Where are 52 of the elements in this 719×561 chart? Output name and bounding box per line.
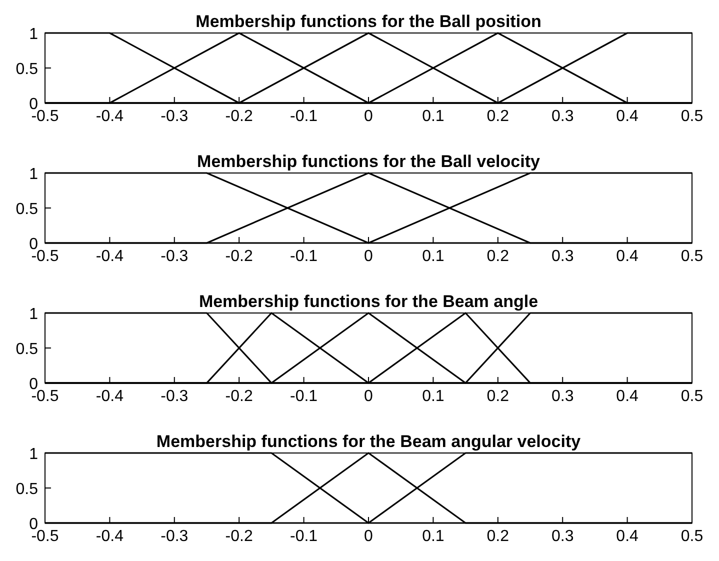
x-tick-label: 0.1 [422,388,444,405]
x-tick-label: 0 [364,388,374,405]
x-tick-label: -0.3 [160,388,188,405]
x-tick-label: -0.1 [290,388,318,405]
x-tick-label: 0.2 [486,248,510,265]
x-tick-label: 0 [364,528,374,545]
y-tick-label: 1 [29,446,38,463]
y-tick-label: 0.5 [16,201,38,218]
x-tick-label: 0.4 [616,528,639,545]
y-tick-label: 1 [29,306,38,323]
x-tick-label: -0.4 [96,108,124,125]
x-tick-label: 0.2 [486,528,510,545]
x-tick-label: 0.4 [616,248,639,265]
chart-title: Membership functions for the Ball position [196,12,542,31]
x-tick-label: -0.2 [225,388,253,405]
x-tick-label: 0.1 [422,248,444,265]
x-tick-label: -0.1 [290,248,318,265]
x-tick-label: -0.3 [160,528,188,545]
x-tick-label: -0.1 [290,108,318,125]
x-tick-label: -0.4 [96,248,124,265]
chart-title: Membership functions for the Beam angle [198,292,538,311]
x-tick-label: 0.5 [680,248,704,265]
x-tick-label: 0.3 [551,388,574,405]
x-tick-label: 0.3 [551,248,574,265]
x-tick-label: 0.5 [680,528,704,545]
x-tick-label: 0.4 [616,388,639,405]
x-tick-label: -0.1 [290,528,318,545]
x-tick-label: 0.5 [680,108,704,125]
chart-title: Membership functions for the Beam angular velocity [156,432,582,451]
x-tick-label: 0.3 [551,108,574,125]
y-tick-label: 0.5 [16,341,38,358]
x-tick-label: -0.4 [96,528,124,545]
x-tick-label: 0.1 [422,108,444,125]
x-tick-label: -0.2 [225,108,253,125]
x-tick-label: 0 [364,108,374,125]
x-tick-label: 0.2 [486,108,510,125]
y-tick-label: 1 [29,26,38,43]
x-tick-label: 0 [364,248,374,265]
x-tick-label: 0.1 [422,528,444,545]
x-tick-label: 0.4 [616,108,639,125]
chart-title: Membership functions for the Ball velocity [197,152,540,171]
y-tick-label: 0.5 [16,61,38,78]
x-tick-label: -0.3 [160,248,188,265]
x-tick-label: 0.2 [486,388,510,405]
x-tick-label: 0.3 [551,528,574,545]
x-tick-label: -0.2 [225,248,253,265]
x-tick-label: -0.3 [160,108,188,125]
x-tick-label: -0.4 [96,388,124,405]
x-tick-label: 0.5 [680,388,704,405]
y-tick-label: 1 [29,166,38,183]
x-tick-label: -0.2 [225,528,253,545]
y-tick-label: 0.5 [16,481,38,498]
